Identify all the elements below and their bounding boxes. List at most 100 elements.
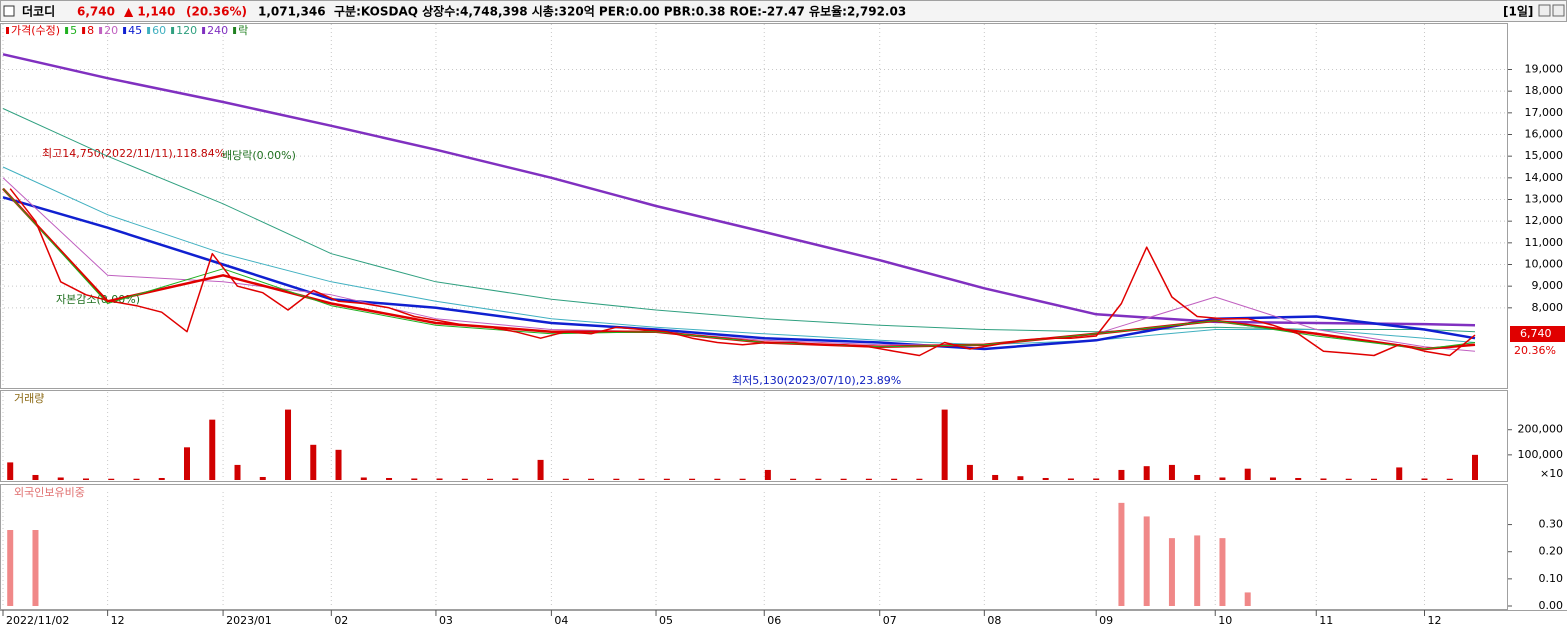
x-tick-label: 12: [1427, 614, 1441, 627]
bar: [1472, 454, 1478, 480]
x-tick-label: 2023/01: [226, 614, 272, 627]
legend-label: 락: [238, 24, 248, 37]
annotation: 최저5,130(2023/07/10),23.89%: [732, 374, 901, 387]
minimize-button[interactable]: [1538, 4, 1551, 17]
y-tick-label: 11,000: [1525, 236, 1564, 249]
legend-label: 120: [176, 24, 197, 37]
bar: [1042, 477, 1049, 480]
legend-label: 8: [87, 24, 94, 37]
price: 6,740: [77, 5, 115, 19]
x-tick-label: 07: [883, 614, 897, 627]
bar: [689, 478, 696, 480]
bar: [992, 474, 999, 480]
bar: [1168, 538, 1175, 606]
bar: [512, 478, 519, 480]
bar: [815, 478, 822, 480]
legend-swatch: [202, 27, 206, 34]
bar: [461, 478, 468, 480]
bar: [32, 530, 39, 606]
panel-title: 거래량: [14, 392, 44, 405]
bar: [588, 478, 595, 480]
x-tick-label: 06: [767, 614, 781, 627]
x-tick-label: 11: [1319, 614, 1333, 627]
x-tick-label: 02: [334, 614, 348, 627]
y-tick-label: 9,000: [1532, 279, 1564, 292]
bar: [840, 478, 847, 480]
bar: [1396, 467, 1403, 480]
bar: [82, 478, 89, 480]
period: [1일]: [1503, 5, 1533, 19]
x-tick-label: 08: [987, 614, 1001, 627]
y-tick-label: 8,000: [1532, 301, 1564, 314]
bar: [158, 477, 165, 480]
bar: [285, 409, 292, 480]
x-tick-label: 2022/11/02: [6, 614, 69, 627]
bar: [1421, 478, 1428, 480]
legend-label: 45: [128, 24, 142, 37]
bar: [386, 477, 393, 480]
legend-label: 5: [70, 24, 77, 37]
y-tick-label: 15,000: [1525, 149, 1564, 162]
bar: [714, 478, 721, 480]
y-tick-label: 13,000: [1525, 193, 1564, 206]
bar: [1017, 476, 1024, 480]
legend-swatch: [65, 27, 69, 34]
bar: [1194, 535, 1201, 606]
series-line: [2, 196, 1476, 351]
bar: [57, 477, 64, 480]
stock-name: 더코디: [22, 4, 55, 19]
y-tick-label: 200,000: [1518, 423, 1564, 436]
y-tick-label: 0.00: [1539, 599, 1564, 612]
y-tick-label: 10,000: [1525, 258, 1564, 271]
bar: [1168, 464, 1175, 480]
panel-title: 외국인보유비중: [14, 486, 85, 499]
annotation: 최고14,750(2022/11/11),118.84%: [42, 147, 225, 160]
bar: [891, 478, 898, 480]
price-tag-value: 6,740: [1520, 327, 1552, 340]
bar: [1244, 592, 1251, 606]
legend-label: 60: [152, 24, 166, 37]
legend-label: 240: [207, 24, 228, 37]
bar: [1219, 538, 1226, 606]
bar: [966, 464, 973, 480]
close-button[interactable]: [1552, 4, 1565, 17]
bar: [1446, 478, 1453, 480]
stock-info: 구분:KOSDAQ 상장수:4,748,398 시총:320억 PER:0.00…: [334, 4, 906, 19]
bar: [234, 464, 241, 480]
series-line: [9, 188, 1476, 357]
legend-swatch: [99, 27, 103, 34]
series-line: [2, 177, 1476, 352]
x-tick-label: 10: [1218, 614, 1232, 627]
bar: [739, 478, 746, 480]
y-tick-label: 14,000: [1525, 171, 1564, 184]
bar: [1219, 477, 1226, 480]
y-tick-label: 16,000: [1525, 128, 1564, 141]
volume-panel: [0, 390, 1508, 482]
bar: [1295, 477, 1302, 480]
unit-label: ×10: [1540, 467, 1563, 480]
bar: [941, 409, 948, 480]
bar: [1118, 469, 1125, 480]
bar: [1269, 477, 1276, 480]
bar: [1370, 478, 1377, 480]
checkbox[interactable]: [3, 5, 15, 17]
bar: [335, 449, 342, 480]
bar: [1143, 466, 1150, 480]
y-tick-label: 100,000: [1518, 448, 1564, 461]
bar: [487, 478, 494, 480]
change-pct: (20.36%): [186, 5, 247, 19]
bar: [790, 478, 797, 480]
legend-swatch: [233, 27, 237, 34]
bar: [638, 478, 645, 480]
x-tick-label: 05: [659, 614, 673, 627]
y-tick-label: 19,000: [1525, 63, 1564, 76]
bar: [133, 478, 140, 480]
bar: [7, 462, 14, 480]
legend-swatch: [171, 27, 175, 34]
legend-swatch: [6, 27, 9, 34]
legend-swatch: [82, 27, 86, 34]
bar: [562, 478, 569, 480]
bar: [436, 478, 443, 480]
x-tick-label: 03: [439, 614, 453, 627]
